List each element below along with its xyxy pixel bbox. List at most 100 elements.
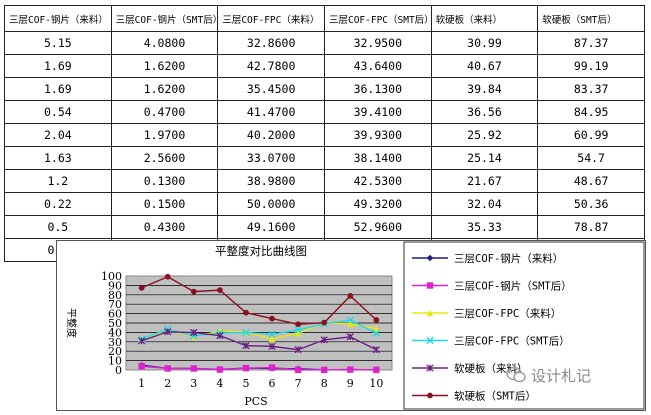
series-2 — [138, 362, 380, 374]
table-cell: 25.92 — [430, 123, 539, 147]
series-line — [141, 275, 377, 325]
legend-label: 三层COF-钢片（SMT后） — [454, 280, 572, 293]
x-axis-label: PCS — [244, 395, 267, 408]
table-cell: 0.1300 — [110, 169, 219, 193]
data-point — [138, 362, 145, 370]
table-cell: 2.04 — [4, 123, 112, 147]
table-cell: 52.9600 — [323, 215, 432, 239]
x-tick-label: 6 — [269, 377, 276, 390]
table-cell: 0.22 — [4, 192, 112, 216]
legend-item: 三层COF-FPC（来料） — [412, 307, 561, 320]
table-cell: 4.0800 — [110, 31, 219, 55]
table-cell: 0.4300 — [110, 215, 219, 239]
table-row: 1.63 2.5600 33.0700 38.1400 25.14 54.7 — [4, 146, 645, 170]
data-point — [346, 333, 354, 341]
table-body: 5.15 4.0800 32.8600 32.9500 30.99 87.37 1.69 1.… — [4, 31, 645, 262]
data-point — [320, 336, 328, 344]
data-point — [294, 345, 302, 354]
legend-label: 三层COF-FPC（来料） — [454, 307, 561, 320]
data-point — [190, 365, 198, 372]
table-cell: 2.5600 — [110, 146, 219, 170]
x-tick-label: 1 — [138, 377, 145, 390]
header-row: 三层COF-钢片（来料） 三层COF-钢片（SMT后） 三层COF-FPC（来料）三… — [4, 5, 645, 32]
data-point — [138, 284, 145, 291]
legend-item: 软硬板（来料） — [412, 362, 528, 375]
table-cell: 1.69 — [4, 77, 112, 101]
column-header: 三层COF-FPC（来料） — [217, 5, 325, 32]
table-cell: 5.15 — [4, 31, 112, 55]
y-tick-label: 50 — [108, 317, 122, 330]
legend-label: 软硬板（SMT后） — [454, 390, 536, 403]
x-tick-label: 3 — [190, 377, 197, 390]
table-cell: 32.9500 — [323, 31, 432, 55]
table-cell: 0.4700 — [110, 100, 219, 124]
table-cell: 99.19 — [537, 54, 645, 78]
table-cell: 36.56 — [430, 100, 539, 124]
chart-title: 平整度对比曲线图 — [215, 244, 307, 258]
data-point — [373, 317, 380, 323]
table-cell: 21.67 — [430, 169, 539, 193]
x-tick-label: 8 — [321, 377, 328, 390]
table-cell: 38.1400 — [323, 146, 432, 170]
watermark: 设计札记 — [506, 363, 626, 387]
table-row: 0.5 0.4300 49.1600 52.9600 35.33 78.87 — [4, 215, 645, 239]
legend-box — [403, 241, 645, 410]
data-point — [190, 328, 198, 337]
x-axis-ticks: 1 2 3 4 5 6 7 8 9 10 — [138, 377, 383, 390]
data-point — [373, 325, 380, 332]
data-point — [243, 309, 249, 316]
x-tick-label: 2 — [164, 377, 171, 390]
table-cell: 40.67 — [430, 54, 539, 78]
x-tick-label: 4 — [216, 377, 223, 390]
table-cell: 0.1500 — [110, 192, 219, 216]
table-cell: 48.67 — [537, 169, 645, 193]
series-line — [141, 365, 377, 371]
table-cell: 60.99 — [537, 123, 645, 147]
data-point — [295, 321, 301, 328]
table-cell: 50.0000 — [217, 192, 325, 216]
table-cell: 83.37 — [537, 77, 645, 101]
table-row: 0.22 0.1500 50.0000 49.3200 32.04 50.36 — [4, 192, 645, 216]
data-point — [373, 366, 380, 374]
y-tick-label: 0 — [115, 364, 122, 377]
data-point — [294, 326, 302, 334]
data-point — [216, 331, 224, 340]
table-cell: 87.37 — [537, 31, 645, 55]
x-tick-label: 5 — [242, 377, 249, 390]
series-6 — [138, 273, 380, 328]
data-point — [346, 316, 354, 324]
data-point — [190, 288, 197, 295]
legend-label: 三层COF-FPC（SMT后） — [454, 336, 570, 348]
y-tick-label: 60 — [108, 308, 122, 321]
x-tick-label: 9 — [347, 377, 354, 390]
watermark-text: 设计札记 — [531, 366, 592, 385]
table-cell: 35.33 — [430, 215, 539, 239]
x-tick-label: 10 — [369, 377, 383, 390]
series-line — [141, 331, 377, 351]
legend-marker — [426, 282, 434, 289]
table-cell: 32.8600 — [217, 31, 325, 55]
legend: 三层COF-钢片（来料） 三层COF-钢片（SMT后） 三层COF-FPC（来料） 三… — [412, 252, 572, 403]
table-row: 5.15 4.0800 32.8600 32.9500 30.99 87.37 — [4, 31, 645, 55]
data-point — [268, 335, 276, 343]
x-tick-label: 7 — [295, 377, 302, 390]
data-point — [294, 366, 302, 374]
wechat-icon — [506, 366, 526, 383]
data-point — [372, 329, 381, 337]
column-header: 三层COF-钢片（来料） — [4, 5, 112, 32]
table-row: 2.04 1.9700 40.2000 39.9300 25.92 60.99 — [4, 123, 645, 147]
table-cell: 39.9300 — [323, 123, 432, 147]
table-cell: 84.95 — [537, 100, 645, 124]
table-cell: 35.4500 — [217, 77, 325, 101]
table-cell: 39.84 — [430, 77, 539, 101]
data-point — [216, 366, 224, 373]
data-point — [320, 366, 328, 374]
table-cell: 30.99 — [430, 31, 539, 55]
flatness-data-table: 三层COF-钢片（来料） 三层COF-钢片（SMT后） 三层COF-FPC（来料）三… — [4, 5, 645, 262]
data-point — [217, 287, 223, 294]
legend-label: 三层COF-钢片（来料） — [454, 252, 563, 265]
column-header: 软硬板（来料） — [430, 5, 539, 32]
